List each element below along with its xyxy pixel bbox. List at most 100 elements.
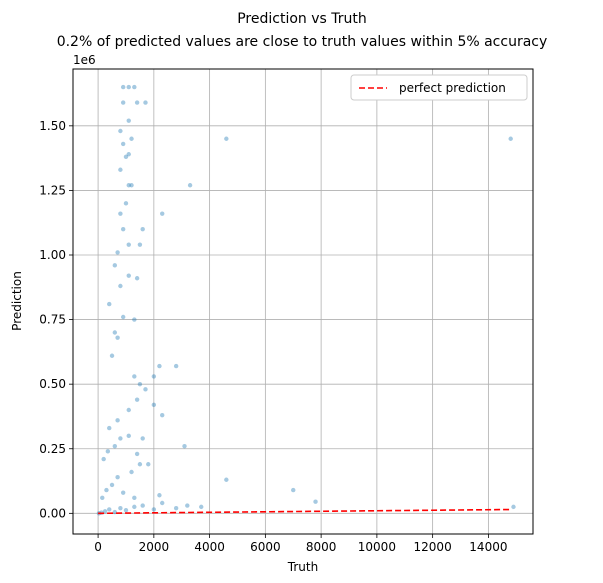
data-point [134, 451, 140, 457]
data-point [120, 226, 126, 232]
data-point [118, 505, 123, 511]
data-point [126, 407, 131, 413]
data-point [132, 495, 137, 501]
data-point [137, 462, 143, 467]
data-point [107, 301, 112, 307]
data-point [151, 507, 157, 512]
data-point [118, 436, 123, 441]
scatter-points [96, 84, 516, 516]
data-point [129, 136, 134, 141]
data-point [115, 335, 120, 340]
data-point [126, 118, 131, 123]
legend-label: perfect prediction [399, 81, 506, 95]
data-point [134, 397, 140, 402]
data-point [157, 363, 162, 369]
x-tick-label: 14000 [469, 540, 507, 554]
data-point [199, 504, 204, 510]
data-point [126, 242, 131, 247]
plot-frame [72, 68, 534, 535]
data-point [120, 141, 126, 147]
data-point [123, 154, 129, 160]
data-point [123, 201, 129, 206]
data-point [123, 508, 129, 513]
data-point [313, 499, 318, 504]
data-point [187, 183, 193, 188]
data-point [120, 100, 126, 105]
data-point [137, 381, 143, 387]
x-tick-label: 2000 [139, 540, 170, 554]
data-point [129, 469, 134, 475]
data-point [132, 84, 137, 90]
chart-title: Prediction vs Truth [237, 11, 367, 27]
x-axis-label: Truth [287, 560, 318, 574]
data-point [157, 493, 162, 498]
data-point [511, 504, 516, 510]
data-point [140, 503, 145, 508]
data-point [112, 443, 118, 449]
x-axis-ticks: 0 2000 4000 6000 8000 10000 12000 14000 [94, 534, 507, 554]
y-tick-label: 1.00 [39, 248, 66, 262]
data-point [126, 183, 131, 188]
data-point [224, 136, 229, 141]
data-point [151, 402, 157, 408]
data-point [132, 317, 137, 322]
data-point [160, 211, 165, 216]
legend: perfect prediction [350, 74, 528, 101]
data-point [120, 84, 126, 90]
data-point [100, 495, 105, 501]
data-point [132, 504, 137, 510]
data-point [134, 276, 140, 281]
data-point [132, 374, 137, 379]
x-tick-label: 10000 [358, 540, 396, 554]
data-point [224, 477, 229, 482]
perfect-prediction-line [98, 508, 513, 515]
data-point [160, 412, 165, 418]
data-point [291, 487, 296, 493]
data-point [134, 100, 140, 105]
data-point [508, 136, 513, 141]
data-point [185, 503, 190, 508]
y-tick-label: 0.50 [39, 377, 66, 391]
data-point [129, 183, 134, 188]
data-point [120, 314, 126, 320]
data-point [118, 167, 123, 172]
data-point [115, 474, 120, 480]
y-offset-text: 1e6 [73, 53, 96, 67]
data-point [137, 242, 143, 247]
data-point [126, 273, 131, 278]
data-point [118, 211, 123, 216]
data-point [146, 462, 151, 467]
data-point [104, 487, 109, 493]
data-point [118, 128, 123, 134]
data-point [112, 263, 118, 268]
y-axis-label: Prediction [10, 271, 24, 331]
data-point [126, 152, 131, 157]
grid-lines [73, 69, 533, 534]
data-point [126, 433, 131, 439]
data-point [151, 374, 157, 379]
data-point [107, 425, 112, 431]
data-point [109, 482, 115, 488]
data-point [120, 490, 126, 495]
data-point [118, 283, 123, 289]
y-tick-label: 1.25 [39, 183, 66, 197]
data-point [112, 509, 118, 515]
x-tick-label: 4000 [194, 540, 225, 554]
data-point [102, 509, 108, 514]
data-point [126, 84, 131, 90]
data-point [109, 353, 115, 358]
y-tick-label: 0.25 [39, 442, 66, 456]
x-tick-label: 12000 [414, 540, 452, 554]
x-tick-label: 6000 [250, 540, 281, 554]
data-point [182, 443, 187, 449]
data-point [105, 449, 111, 454]
y-tick-label: 0.75 [39, 313, 66, 327]
x-tick-label: 0 [94, 540, 102, 554]
data-point [101, 456, 106, 462]
line-series [98, 508, 513, 515]
data-point [140, 436, 145, 441]
y-tick-label: 0.00 [39, 506, 66, 520]
data-point [173, 363, 179, 369]
data-point [107, 507, 112, 512]
